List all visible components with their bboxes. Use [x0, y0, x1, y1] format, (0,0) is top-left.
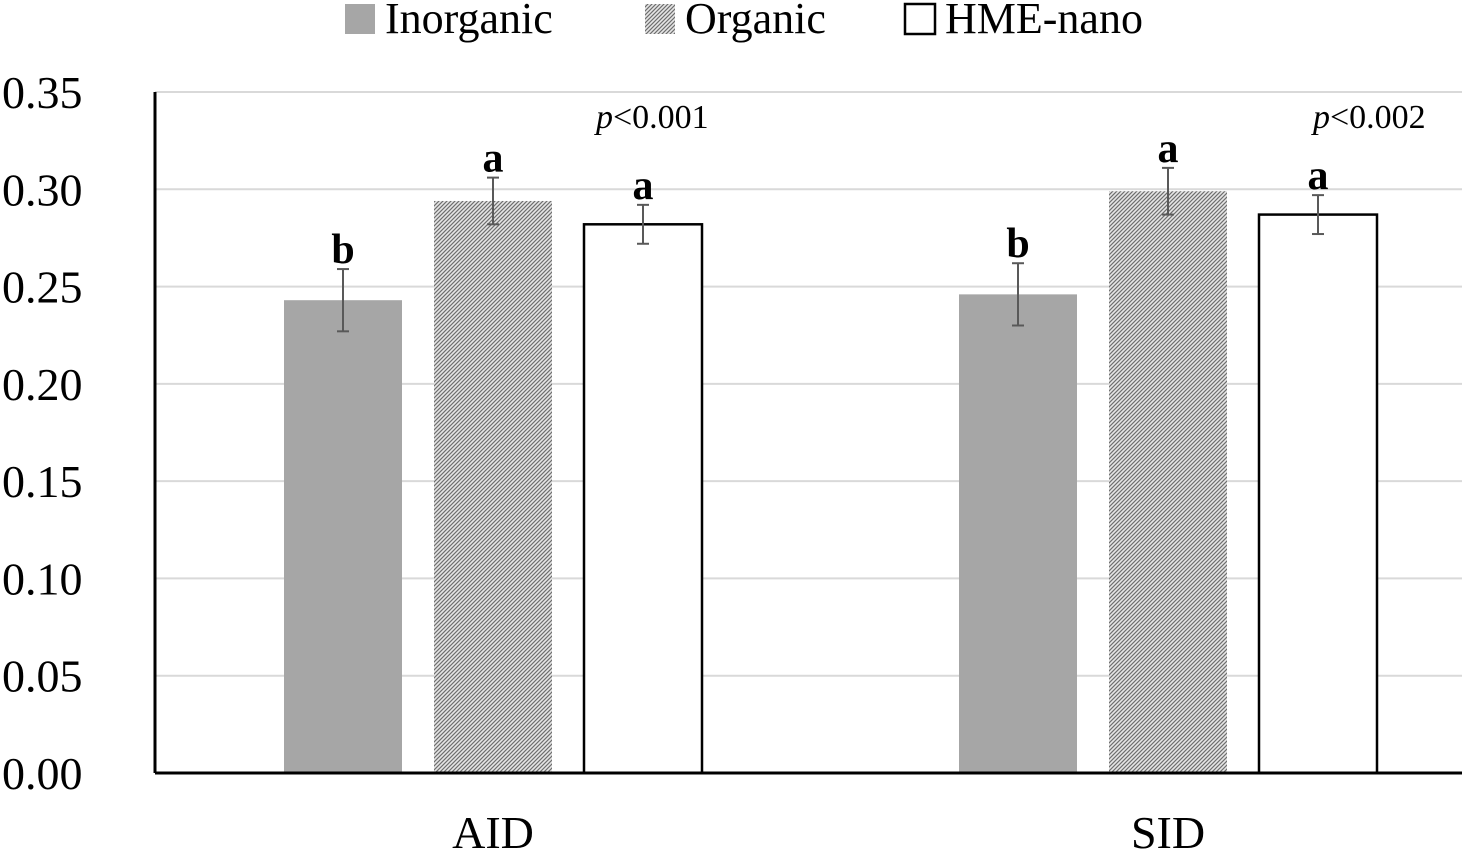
y-axis-ticks: 0.00 0.05 0.10 0.15 0.20 0.25 0.30 0.35	[2, 67, 83, 799]
bar-sid-inorganic	[959, 294, 1077, 773]
x-axis-labels: AID SID	[452, 807, 1205, 858]
p-value-annotation: p<0.001	[594, 99, 709, 136]
bar-aid-organic	[434, 200, 552, 773]
y-tick-label: 0.00	[2, 748, 83, 799]
category-label-sid: SID	[1131, 807, 1205, 858]
legend-label-inorganic: Inorganic	[385, 0, 553, 43]
y-tick-label: 0.30	[2, 164, 83, 215]
y-tick-label: 0.25	[2, 262, 83, 313]
bar-sid-hme-nano	[1257, 213, 1379, 775]
significance-letter: b	[331, 227, 354, 273]
significance-letter: a	[1158, 126, 1179, 172]
y-tick-label: 0.20	[2, 359, 83, 410]
annotations: p<0.001 p<0.002	[594, 99, 1426, 136]
legend-swatch-inorganic	[345, 4, 375, 34]
legend: Inorganic Organic HME-nano	[345, 0, 1143, 43]
significance-letter: b	[1006, 221, 1029, 267]
p-value-annotation: p<0.002	[1311, 99, 1426, 136]
y-tick-label: 0.15	[2, 456, 83, 507]
significance-letter: a	[483, 136, 504, 182]
bar-aid-inorganic	[284, 300, 402, 773]
y-tick-label: 0.35	[2, 67, 83, 118]
legend-label-hme-nano: HME-nano	[945, 0, 1143, 43]
category-label-aid: AID	[452, 807, 534, 858]
legend-label-organic: Organic	[685, 0, 826, 43]
y-tick-label: 0.10	[2, 553, 83, 604]
bar-sid-organic	[1109, 191, 1227, 773]
legend-swatch-hme-nano	[903, 2, 937, 36]
legend-swatch-organic	[645, 4, 675, 34]
y-tick-label: 0.05	[2, 651, 83, 702]
significance-letter: a	[633, 163, 654, 209]
significance-letter: a	[1308, 153, 1329, 199]
axes	[153, 92, 1462, 775]
bars: b a a b a a	[284, 126, 1379, 775]
bar-aid-hme-nano	[582, 223, 704, 775]
